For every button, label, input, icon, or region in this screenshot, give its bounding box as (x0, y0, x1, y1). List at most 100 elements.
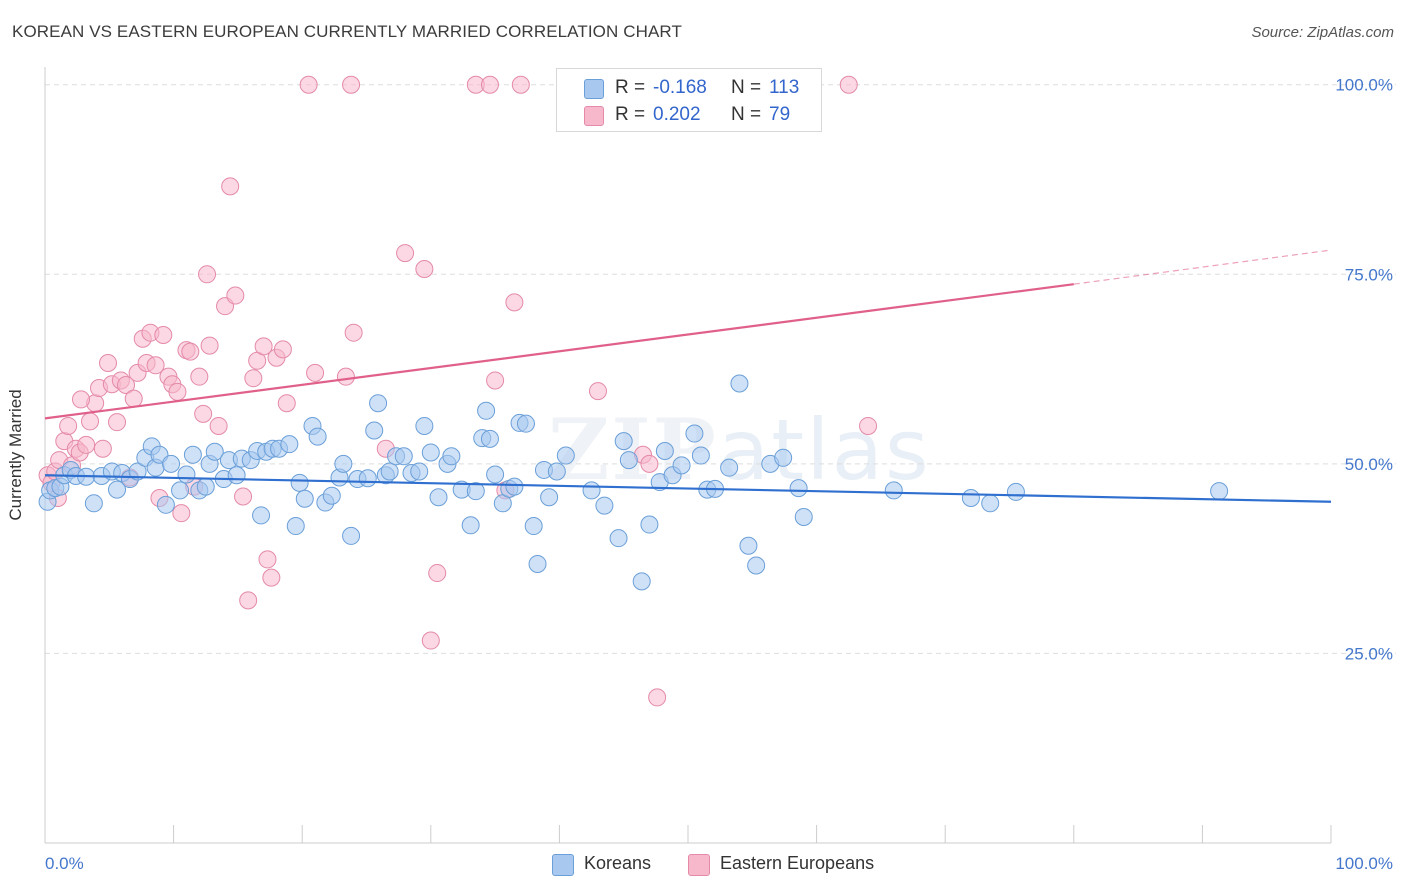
korean-point (582, 481, 601, 500)
watermark-zip: ZIP (548, 400, 718, 499)
bottom-legend-swatch-koreans (552, 854, 574, 876)
legend-n-value: 113 (769, 77, 800, 98)
korean-point (619, 451, 638, 470)
eastern-point (480, 75, 499, 94)
korean-point (415, 416, 434, 435)
korean-point (461, 516, 480, 535)
korean-point (342, 526, 361, 545)
korean-point (108, 480, 127, 499)
legend-r-value: -0.168 (653, 77, 707, 98)
korean-point (981, 494, 1000, 513)
correlation-legend: R = -0.168 N = 113 R = 0.202 N = 79 (556, 68, 822, 132)
korean-point (595, 496, 614, 515)
eastern-point (181, 342, 200, 361)
korean-point (672, 456, 691, 475)
eastern-point (277, 394, 296, 413)
chart-title: KOREAN VS EASTERN EUROPEAN CURRENTLY MAR… (12, 22, 682, 41)
eastern-point (244, 369, 263, 388)
legend-r-value: 0.202 (653, 104, 701, 125)
legend-row-koreans: R = -0.168 N = 113 (557, 75, 821, 101)
korean-point (632, 572, 651, 591)
korean-point (1006, 482, 1025, 501)
eastern-point (99, 354, 118, 373)
eastern-point (648, 688, 667, 707)
y-tick-label: 100.0% (1335, 76, 1393, 95)
eastern-point (200, 336, 219, 355)
legend-swatch-koreans (584, 79, 604, 99)
eastern-point (421, 631, 440, 650)
korean-point (614, 432, 633, 451)
eastern-point (168, 382, 187, 401)
korean-point (290, 473, 309, 492)
eastern-point (486, 371, 505, 390)
korean-point (128, 462, 147, 481)
korean-point (369, 394, 388, 413)
korean-trend-line (44, 474, 1332, 503)
korean-point (655, 441, 674, 460)
korean-point (720, 458, 739, 477)
eastern-point (194, 404, 213, 423)
eastern-point (77, 435, 96, 454)
korean-point (156, 495, 175, 514)
eastern-point (124, 389, 143, 408)
y-tick-label: 75.0% (1345, 265, 1393, 284)
korean-point (308, 427, 327, 446)
korean-point (505, 477, 524, 496)
korean-point (380, 462, 399, 481)
korean-point (477, 401, 496, 420)
eastern-trend-extension (1073, 249, 1332, 285)
korean-point (540, 488, 559, 507)
eastern-point (81, 412, 100, 431)
bottom-legend-swatch-eastern (688, 854, 710, 876)
eastern-point (344, 323, 363, 342)
korean-point (410, 462, 429, 481)
korean-point (528, 554, 547, 573)
korean-point (730, 374, 749, 393)
eastern-point (859, 416, 878, 435)
eastern-point (239, 591, 258, 610)
eastern-point (428, 564, 447, 583)
korean-point (429, 488, 448, 507)
korean-point (685, 424, 704, 443)
korean-point (280, 435, 299, 454)
x-tick-label: 100.0% (1335, 854, 1393, 873)
korean-point (394, 447, 413, 466)
korean-point (421, 443, 440, 462)
legend-n-label: N = (731, 104, 762, 125)
eastern-point (234, 487, 253, 506)
korean-point (442, 447, 461, 466)
korean-point (183, 445, 202, 464)
korean-point (84, 494, 103, 513)
eastern-point (93, 439, 112, 458)
korean-point (466, 482, 485, 501)
bottom-legend-label-koreans: Koreans (584, 853, 652, 873)
legend-row-eastern: R = 0.202 N = 79 (557, 102, 821, 128)
korean-point (322, 486, 341, 505)
y-tick-label: 50.0% (1345, 455, 1393, 474)
eastern-trend-line (44, 283, 1074, 420)
source-label: Source: ZipAtlas.com (1251, 24, 1394, 41)
korean-point (774, 448, 793, 467)
eastern-point (117, 376, 136, 395)
legend-r-label: R = (615, 104, 646, 125)
legend-r-label: R = (615, 77, 646, 98)
legend-n-value: 79 (769, 104, 791, 125)
eastern-point (254, 337, 273, 356)
korean-point (789, 479, 808, 498)
korean-point (162, 454, 181, 473)
legend-n-label: N = (731, 77, 762, 98)
korean-point (1210, 482, 1229, 501)
eastern-point (588, 382, 607, 401)
eastern-point (190, 367, 209, 386)
korean-point (516, 414, 535, 433)
eastern-point (336, 367, 355, 386)
korean-point (227, 466, 246, 485)
eastern-point (258, 550, 277, 569)
bottom-legend-label-eastern: Eastern Europeans (720, 853, 875, 873)
eastern-point (511, 75, 530, 94)
korean-point (547, 462, 566, 481)
eastern-point (154, 325, 173, 344)
eastern-point (505, 293, 524, 312)
eastern-point (299, 75, 318, 94)
